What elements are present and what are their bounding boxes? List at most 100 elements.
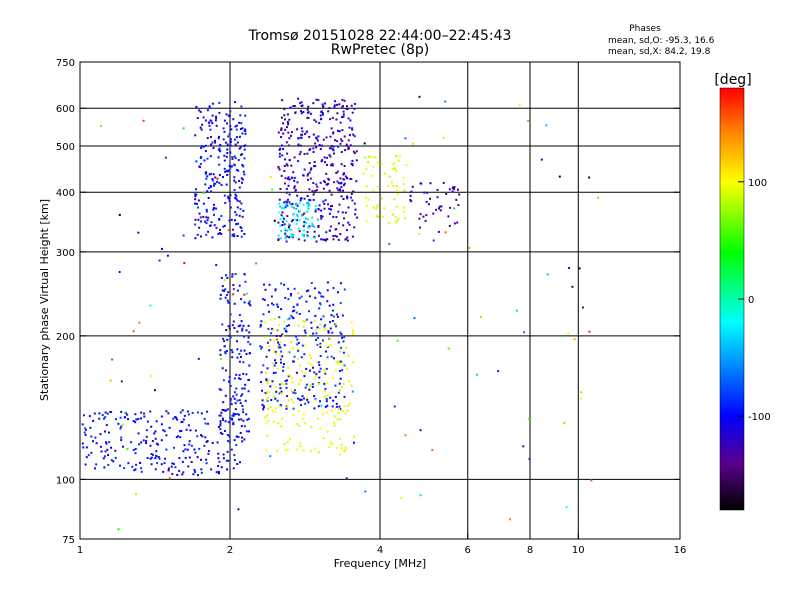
data-point (243, 145, 246, 148)
data-point (183, 262, 186, 264)
data-point (294, 392, 297, 395)
data-point (331, 331, 334, 334)
data-point (310, 167, 313, 170)
data-point (266, 381, 269, 384)
data-point (277, 341, 279, 344)
data-point (155, 442, 158, 445)
data-point (545, 124, 548, 127)
data-point (207, 216, 210, 219)
data-point (293, 156, 296, 159)
data-point (352, 190, 354, 193)
data-point (339, 331, 342, 334)
data-point (296, 343, 299, 346)
data-point (220, 388, 223, 391)
data-point (243, 293, 246, 296)
data-point (338, 203, 341, 206)
data-point (168, 426, 171, 429)
data-point (283, 363, 285, 366)
data-point (158, 259, 161, 262)
data-point (351, 390, 354, 393)
data-point (83, 431, 86, 434)
data-point (217, 457, 220, 460)
data-point (221, 433, 224, 435)
data-point (297, 292, 300, 295)
data-point (340, 195, 343, 198)
data-point (338, 438, 341, 441)
data-point (278, 202, 281, 205)
data-point (184, 456, 187, 459)
data-point (338, 405, 341, 408)
data-point (345, 347, 347, 349)
data-point (300, 110, 302, 113)
data-point (403, 183, 405, 185)
data-point (442, 181, 445, 184)
data-point (241, 440, 244, 443)
data-point (295, 371, 298, 374)
data-point (194, 198, 197, 201)
data-point (325, 367, 328, 370)
data-point (140, 417, 142, 420)
data-point (285, 382, 288, 385)
data-point (228, 327, 231, 330)
data-point (284, 234, 287, 237)
data-point (304, 331, 307, 334)
data-point (124, 416, 127, 419)
data-point (388, 221, 390, 224)
data-point (162, 470, 165, 473)
data-point (295, 222, 298, 225)
data-point (314, 205, 317, 208)
data-point (270, 332, 273, 335)
data-point (202, 145, 205, 148)
data-point (200, 128, 203, 131)
data-point (239, 114, 242, 117)
data-point (199, 166, 202, 169)
data-point (392, 185, 395, 188)
colorbar-tick-label: 0 (748, 295, 754, 306)
data-point (241, 132, 244, 135)
data-point (190, 444, 193, 447)
data-point (198, 226, 201, 229)
data-point (339, 408, 342, 410)
data-point (281, 383, 284, 386)
data-point (207, 450, 210, 453)
data-point (322, 138, 325, 141)
data-point (262, 313, 265, 316)
data-point (313, 407, 316, 410)
data-point (238, 399, 241, 402)
data-point (235, 128, 238, 131)
data-point (310, 450, 313, 453)
data-point (330, 164, 333, 167)
data-point (339, 453, 341, 456)
data-point (298, 297, 301, 300)
data-point (278, 198, 281, 201)
data-point (277, 238, 280, 241)
data-point (127, 462, 130, 465)
data-point (131, 465, 134, 468)
data-point (181, 409, 184, 412)
data-point (196, 117, 199, 119)
data-point (266, 399, 269, 402)
data-point (225, 183, 228, 186)
data-point (297, 160, 300, 163)
data-point (206, 190, 209, 193)
data-point (340, 443, 343, 446)
data-point (209, 172, 212, 175)
data-point (238, 200, 241, 203)
data-point (199, 157, 202, 159)
data-point (388, 175, 391, 178)
data-point (297, 324, 300, 327)
data-point (237, 222, 239, 225)
data-point (278, 155, 281, 158)
data-point (119, 464, 121, 467)
x-tick-label: 16 (674, 545, 687, 556)
data-point (322, 315, 325, 318)
data-point (282, 148, 285, 150)
data-point (348, 126, 351, 129)
data-point (230, 448, 233, 451)
data-point (328, 189, 331, 192)
data-point (220, 411, 223, 414)
data-point (287, 184, 290, 187)
data-point (217, 137, 220, 140)
data-point (323, 395, 326, 398)
data-point (154, 389, 156, 392)
